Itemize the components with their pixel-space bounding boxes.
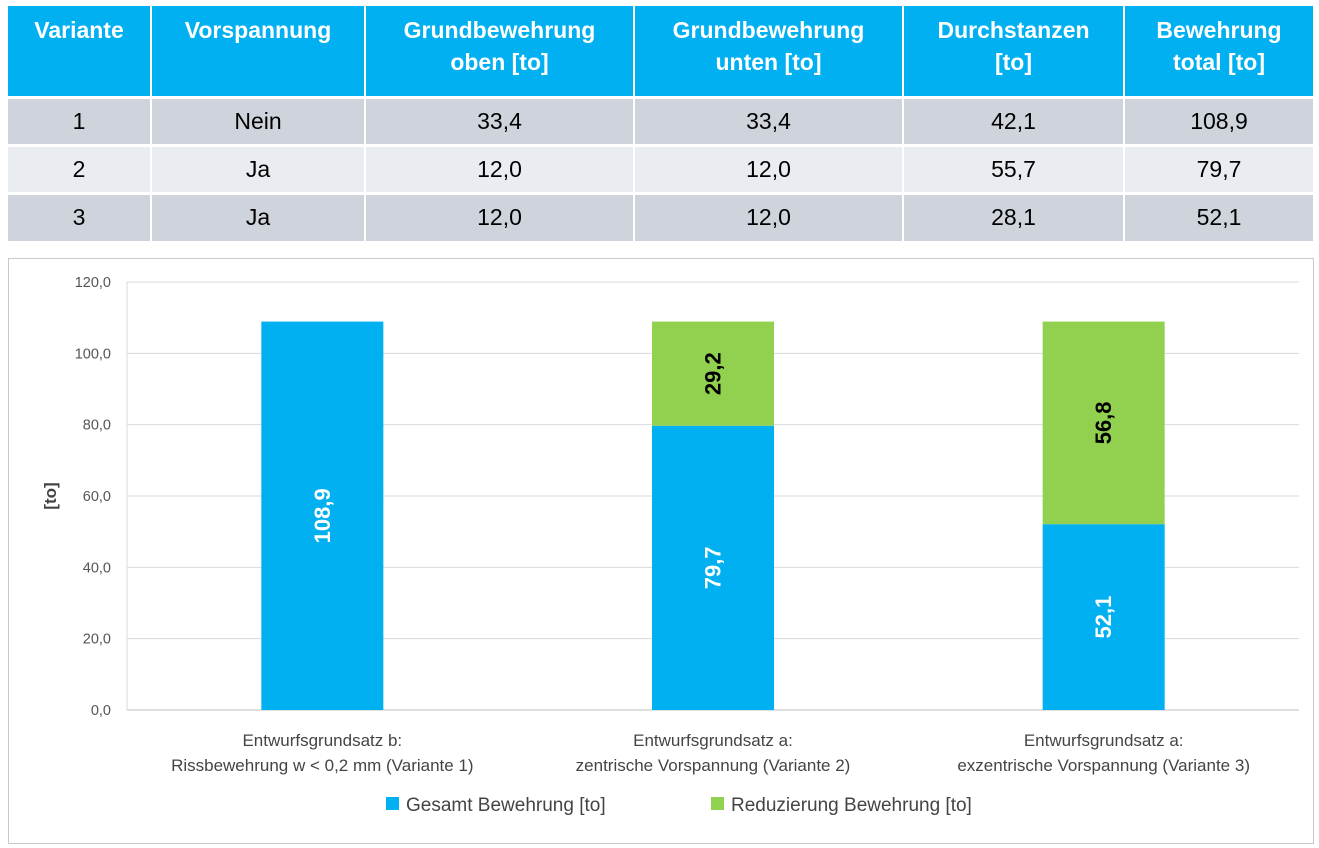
table-cell: 2 — [8, 143, 152, 193]
table-cell: 79,7 — [1124, 143, 1313, 193]
stacked-bar-chart: 0,0 20,0 40,0 60,0 80,0 100,0 120,0 [to] 108,9 En… — [41, 275, 1299, 816]
x-category-label: Entwurfsgrundsatz a: — [1024, 731, 1184, 750]
data-label: 79,7 — [701, 546, 726, 589]
bar-segment — [261, 321, 384, 710]
y-tick-label: 20,0 — [83, 632, 111, 648]
table-cell: 12,0 — [634, 191, 904, 241]
header-text-line: oben [to] — [450, 49, 549, 75]
table-header-row: Variante Vorspannung Grundbewehrung oben [t… — [8, 6, 1313, 97]
data-label: 108,9 — [310, 488, 335, 543]
legend-swatch — [711, 797, 724, 810]
y-tick-label: 60,0 — [83, 489, 111, 505]
header-text-line: Bewehrung — [1156, 17, 1282, 43]
table-header-cell: Grundbewehrung unten [to] — [634, 6, 904, 97]
bar-segment — [652, 321, 774, 426]
table-cell: 33,4 — [634, 95, 904, 145]
y-tick-label: 100,0 — [75, 346, 111, 362]
legend-label: Reduzierung Bewehrung [to] — [731, 795, 972, 816]
table-cell: 12,0 — [365, 191, 635, 241]
x-category-label: Entwurfsgrundsatz a: — [633, 731, 793, 750]
table-header-cell: Vorspannung — [151, 6, 366, 97]
header-text-line: Durchstanzen — [937, 17, 1090, 43]
bar-segment — [1042, 321, 1165, 525]
table-row: 3 Ja 12,0 12,0 28,1 52,1 — [8, 191, 1313, 241]
table-body: 1 Nein 33,4 33,4 42,1 108,9 2 Ja 12,0 12,0 55,7 79,… — [8, 95, 1313, 241]
table-cell: 42,1 — [903, 95, 1125, 145]
chart-frame: 0,0 20,0 40,0 60,0 80,0 100,0 120,0 [to] 108,9 En… — [8, 258, 1314, 844]
y-tick-label: 80,0 — [83, 418, 111, 434]
bar-segment — [652, 425, 774, 710]
table-cell: Ja — [151, 143, 366, 193]
x-category-label: zentrische Vorspannung (Variante 2) — [576, 756, 851, 775]
y-tick-label: 40,0 — [83, 560, 111, 576]
header-text-line: Grundbewehrung — [403, 17, 596, 43]
x-category-label: exzentrische Vorspannung (Variante 3) — [957, 756, 1250, 775]
table-header-cell: Variante — [8, 6, 152, 97]
header-text-line: Grundbewehrung — [672, 17, 865, 43]
table-cell: 1 — [8, 95, 152, 145]
table-cell: 3 — [8, 191, 152, 241]
table-header-cell: Bewehrung total [to] — [1124, 6, 1313, 97]
table-cell: 12,0 — [634, 143, 904, 193]
header-text-line: [to] — [994, 49, 1033, 75]
x-category-label: Entwurfsgrundsatz b: — [242, 731, 402, 750]
results-table: Variante Vorspannung Grundbewehrung oben [t… — [8, 6, 1313, 241]
table-cell: 33,4 — [365, 95, 635, 145]
table-row: 2 Ja 12,0 12,0 55,7 79,7 — [8, 143, 1313, 193]
table-row: 1 Nein 33,4 33,4 42,1 108,9 — [8, 95, 1313, 145]
header-text-line: total [to] — [1173, 49, 1265, 75]
table-header-cell: Durchstanzen [to] — [903, 6, 1125, 97]
header-text-line: unten [to] — [715, 49, 822, 75]
table-cell: Ja — [151, 191, 366, 241]
header-text-line: Vorspannung — [184, 17, 332, 43]
data-label: 29,2 — [701, 352, 726, 395]
table-header-cell: Grundbewehrung oben [to] — [365, 6, 635, 97]
table-cell: 28,1 — [903, 191, 1125, 241]
table-cell: Nein — [151, 95, 366, 145]
table-cell: 12,0 — [365, 143, 635, 193]
data-label: 56,8 — [1091, 401, 1116, 444]
bar-segment — [1042, 524, 1165, 710]
data-label: 52,1 — [1091, 596, 1116, 639]
table-cell: 108,9 — [1124, 95, 1313, 145]
table-cell: 52,1 — [1124, 191, 1313, 241]
header-text-line: Variante — [34, 17, 124, 43]
y-tick-label: 120,0 — [75, 275, 111, 291]
table-cell: 55,7 — [903, 143, 1125, 193]
legend-swatch — [386, 797, 399, 810]
y-axis-label: [to] — [41, 482, 60, 509]
x-category-label: Rissbewehrung w < 0,2 mm (Variante 1) — [171, 756, 474, 775]
y-tick-label: 0,0 — [91, 703, 111, 719]
legend-label: Gesamt Bewehrung [to] — [406, 795, 606, 816]
